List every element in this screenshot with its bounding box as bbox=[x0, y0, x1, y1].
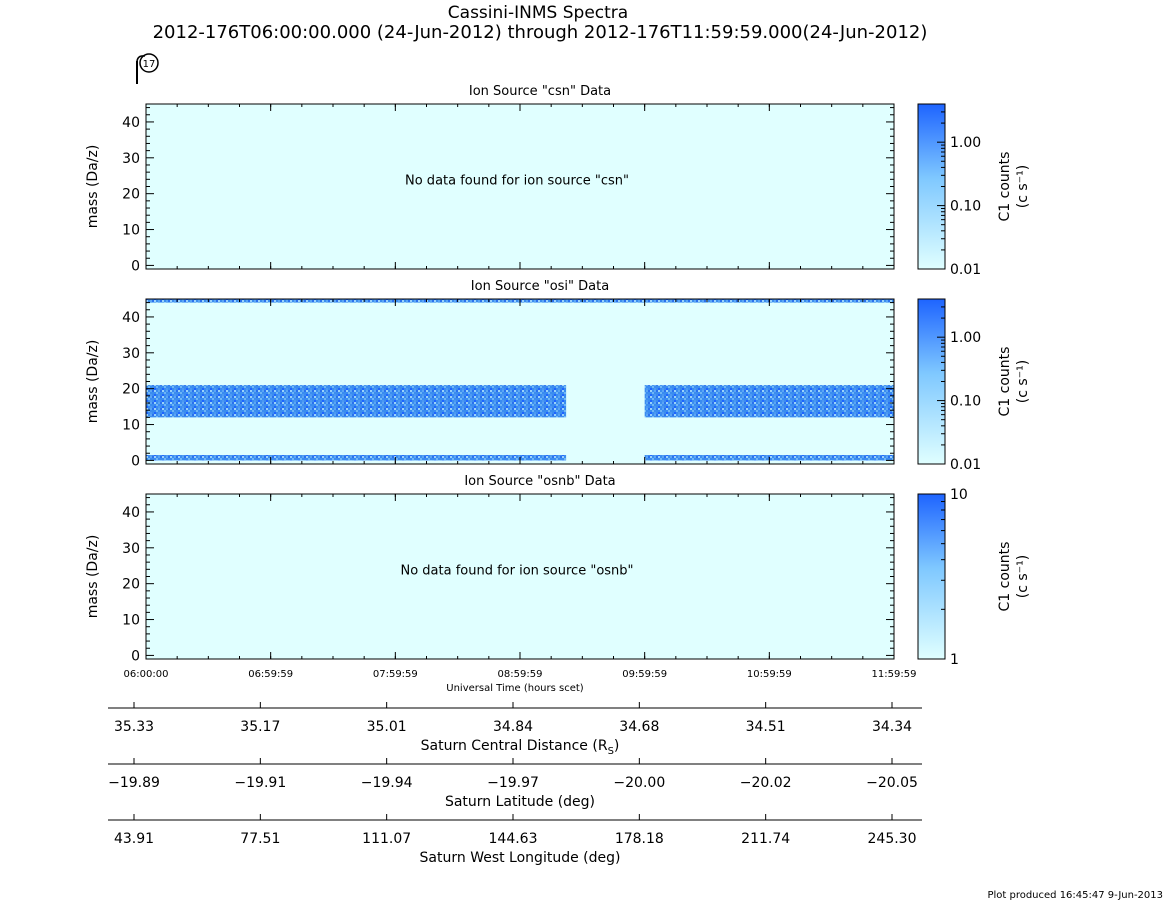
no-data-message: No data found for ion source "csn" bbox=[405, 174, 629, 189]
aux-axis-0: 35.33 35.17 35.01 34.84 34.68 34.51 34.34 Satur… bbox=[108, 702, 922, 757]
colorbar-label-units: (c s⁻¹) bbox=[1015, 165, 1031, 208]
colorbar: 10 1 C1 counts (c s⁻¹) bbox=[917, 487, 1031, 668]
time-tick-label: 07:59:59 bbox=[373, 669, 418, 680]
time-axis-label: Universal Time (hours scet) bbox=[446, 683, 584, 694]
aux-tick-label: −20.02 bbox=[740, 775, 792, 791]
y-tick-label: 0 bbox=[131, 258, 140, 274]
y-tick-label: 40 bbox=[122, 115, 140, 131]
colorbar-tick-label: 1.00 bbox=[950, 135, 981, 151]
time-tick-label: 08:59:59 bbox=[498, 669, 543, 680]
y-tick-label: 30 bbox=[122, 151, 140, 167]
aux-tick-label: 144.63 bbox=[489, 831, 538, 847]
panel-2: 0 10 20 30 40 Ion Source "osnb" Data mass (Da/… bbox=[85, 474, 1031, 668]
aux-axis-label: Saturn Latitude (deg) bbox=[445, 794, 595, 810]
colorbar-label-units: (c s⁻¹) bbox=[1015, 360, 1031, 403]
time-tick-label: 06:00:00 bbox=[124, 669, 169, 680]
panel-1: 0 10 20 30 40 Ion Source "osi" Data mass (Da/z… bbox=[85, 279, 1031, 473]
colorbar-label: C1 counts bbox=[997, 347, 1013, 417]
aux-tick-label: 43.91 bbox=[114, 831, 154, 847]
aux-axis-label: Saturn West Longitude (deg) bbox=[420, 850, 621, 866]
aux-tick-label: 34.84 bbox=[493, 719, 533, 735]
data-band bbox=[146, 455, 567, 461]
aux-tick-label: −20.00 bbox=[613, 775, 665, 791]
colorbar: 1.00 0.10 0.01 C1 counts (c s⁻¹) bbox=[917, 298, 1031, 473]
footer-timestamp: Plot produced 16:45:47 9-Jun-2013 bbox=[987, 890, 1163, 900]
y-axis-label: mass (Da/z) bbox=[85, 340, 101, 424]
time-tick-label: 11:59:59 bbox=[872, 669, 917, 680]
panel-title: Ion Source "csn" Data bbox=[469, 84, 611, 99]
y-tick-label: 10 bbox=[122, 223, 140, 239]
time-tick-label: 06:59:59 bbox=[248, 669, 293, 680]
y-tick-label: 40 bbox=[122, 505, 140, 521]
aux-tick-label: −20.05 bbox=[866, 775, 918, 791]
aux-tick-label: 178.18 bbox=[615, 831, 664, 847]
aux-tick-label: 245.30 bbox=[868, 831, 917, 847]
y-tick-label: 20 bbox=[122, 577, 140, 593]
y-tick-label: 0 bbox=[131, 453, 140, 469]
aux-tick-label: 35.01 bbox=[367, 719, 407, 735]
aux-axis-label: Saturn Central Distance (RS) bbox=[421, 738, 620, 757]
colorbar-tick-label: 0.10 bbox=[950, 394, 981, 410]
panel-background bbox=[146, 299, 894, 464]
y-tick-label: 20 bbox=[122, 382, 140, 398]
colorbar-label: C1 counts bbox=[997, 542, 1013, 612]
no-data-message: No data found for ion source "osnb" bbox=[400, 564, 633, 579]
aux-tick-label: −19.89 bbox=[108, 775, 160, 791]
y-tick-label: 20 bbox=[122, 187, 140, 203]
y-axis-label: mass (Da/z) bbox=[85, 145, 101, 229]
data-band bbox=[146, 385, 567, 418]
time-tick-label: 10:59:59 bbox=[747, 669, 792, 680]
colorbar-tick-label: 0.01 bbox=[950, 457, 981, 473]
panel-background bbox=[146, 104, 894, 269]
y-tick-label: 0 bbox=[131, 648, 140, 664]
colorbar-label-units: (c s⁻¹) bbox=[1015, 555, 1031, 598]
aux-tick-label: −19.94 bbox=[361, 775, 413, 791]
aux-tick-label: 111.07 bbox=[362, 831, 411, 847]
colorbar-tick-label: 0.10 bbox=[950, 199, 981, 215]
colorbar-tick-label: 1 bbox=[950, 652, 959, 668]
aux-tick-label: −19.97 bbox=[487, 775, 539, 791]
panel-title: Ion Source "osnb" Data bbox=[464, 474, 615, 489]
aux-tick-label: 34.68 bbox=[619, 719, 659, 735]
colorbar-tick-label: 0.01 bbox=[950, 262, 981, 278]
y-tick-label: 30 bbox=[122, 346, 140, 362]
colorbar: 1.00 0.10 0.01 C1 counts (c s⁻¹) bbox=[917, 103, 1031, 278]
aux-tick-label: −19.91 bbox=[234, 775, 286, 791]
colorbar-label: C1 counts bbox=[997, 152, 1013, 222]
aux-tick-label: 34.34 bbox=[872, 719, 912, 735]
time-tick-label: 09:59:59 bbox=[622, 669, 667, 680]
aux-axis-2: 43.91 77.51 111.07 144.63 178.18 211.74 245.30… bbox=[108, 814, 922, 866]
y-tick-label: 30 bbox=[122, 541, 140, 557]
aux-tick-label: 211.74 bbox=[741, 831, 790, 847]
aux-axis-1: −19.89 −19.91 −19.94 −19.97 −20.00 −20.02 −20.… bbox=[108, 758, 922, 810]
colorbar-gradient bbox=[917, 298, 946, 465]
aux-tick-label: 35.17 bbox=[240, 719, 280, 735]
colorbar-tick-label: 10 bbox=[950, 487, 968, 503]
panel-title: Ion Source "osi" Data bbox=[471, 279, 609, 294]
data-band bbox=[644, 385, 894, 418]
y-axis-label: mass (Da/z) bbox=[85, 535, 101, 619]
colorbar-tick-label: 1.00 bbox=[950, 330, 981, 346]
panel-background bbox=[146, 494, 894, 659]
figure-subtitle: 2012-176T06:00:00.000 (24-Jun-2012) thro… bbox=[153, 22, 928, 43]
orbit-marker: 17 bbox=[136, 53, 159, 84]
colorbar-gradient bbox=[917, 103, 946, 270]
aux-tick-label: 35.33 bbox=[114, 719, 154, 735]
y-tick-label: 10 bbox=[122, 418, 140, 434]
y-tick-label: 10 bbox=[122, 613, 140, 629]
y-tick-label: 40 bbox=[122, 310, 140, 326]
panel-0: 0 10 20 30 40 Ion Source "csn" Data mass (Da/z… bbox=[85, 84, 1031, 278]
colorbar-gradient bbox=[917, 493, 946, 660]
orbit-marker-label: 17 bbox=[143, 59, 156, 70]
aux-tick-label: 77.51 bbox=[240, 831, 280, 847]
figure-title: Cassini-INMS Spectra bbox=[448, 3, 628, 23]
aux-tick-label: 34.51 bbox=[746, 719, 786, 735]
